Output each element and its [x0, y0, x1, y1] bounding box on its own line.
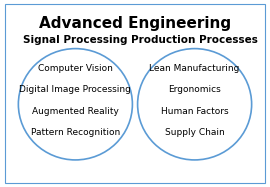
Text: Ergonomics: Ergonomics: [168, 85, 221, 94]
Text: Supply Chain: Supply Chain: [165, 128, 224, 137]
Text: Human Factors: Human Factors: [161, 107, 228, 116]
Text: Production Processes: Production Processes: [131, 35, 258, 45]
Text: Pattern Recognition: Pattern Recognition: [31, 128, 120, 137]
Text: Lean Manufacturing: Lean Manufacturing: [149, 64, 240, 73]
Text: Advanced Engineering: Advanced Engineering: [39, 16, 231, 31]
Text: Computer Vision: Computer Vision: [38, 64, 113, 73]
Text: Augmented Reality: Augmented Reality: [32, 107, 119, 116]
Text: Digital Image Processing: Digital Image Processing: [19, 85, 131, 94]
Text: Signal Processing: Signal Processing: [23, 35, 128, 45]
